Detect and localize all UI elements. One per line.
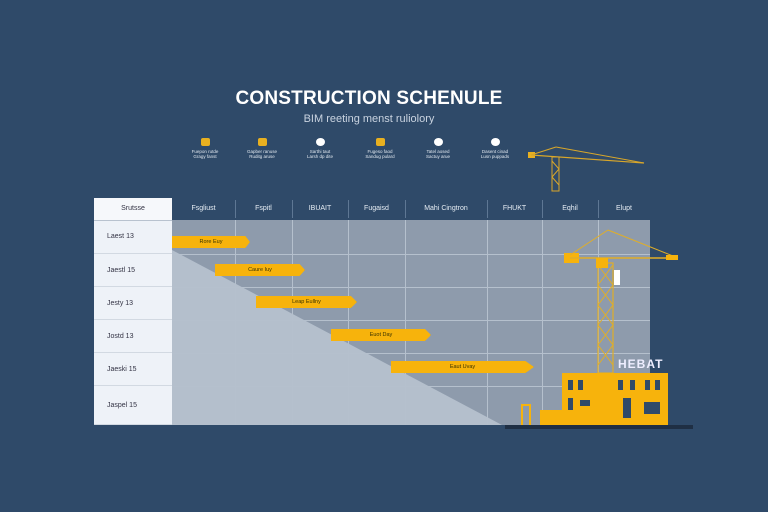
column-header: Eqhil (562, 205, 578, 212)
feature-line2: Lusn puppads (480, 154, 510, 159)
cloud-icon (433, 138, 443, 146)
box-icon (375, 138, 385, 146)
task-bar[interactable]: Leap Eullny (256, 296, 357, 308)
schedule-gantt-table: Rore Euy Caure Iuy Leap Eullny Euot Day Eaut… (94, 198, 650, 425)
feature-item: Fugeso faod Sandug pulard (350, 138, 410, 159)
pin-icon (315, 138, 325, 146)
grid-line (405, 220, 406, 425)
feature-line2: Gragy fanst (193, 154, 217, 159)
feature-line1: Gapber ranuse (246, 149, 278, 154)
column-divider (235, 200, 236, 218)
column-divider (292, 200, 293, 218)
task-bar[interactable]: Eaut Uvay (391, 361, 534, 373)
column-divider (487, 200, 488, 218)
feature-line1: Fuepon rutde (191, 149, 219, 154)
building-sign: HEBAT (618, 357, 664, 371)
crane-small-illustration (528, 146, 645, 192)
crane-building-illustration (505, 229, 693, 429)
row-label: Jaspel 15 (94, 386, 172, 425)
feature-line1: Dasent cinad (481, 149, 509, 154)
grid-line (487, 220, 488, 425)
column-header: Fspitl (255, 205, 272, 212)
row-label: Laest 13 (94, 220, 172, 254)
grid-line (235, 220, 236, 425)
grid-line (172, 254, 650, 255)
column-header: Fugaisd (364, 205, 389, 212)
grid-line (172, 353, 650, 354)
column-divider (405, 200, 406, 218)
corner-header: Srutsse (94, 198, 172, 221)
task-bar[interactable]: Caure Iuy (215, 264, 305, 276)
row-label: Jostd 13 (94, 320, 172, 353)
column-divider (598, 200, 599, 218)
row-label: Jaeski 15 (94, 353, 172, 386)
column-header: Mahi Cingtron (424, 205, 468, 212)
grid-line (172, 287, 650, 288)
feature-line2: Sandug pulard (365, 154, 395, 159)
column-header: Elupt (616, 205, 632, 212)
feature-line2: Sactuy arue (425, 154, 450, 159)
location-icon (490, 138, 500, 146)
column-divider (348, 200, 349, 218)
task-bar[interactable]: Euot Day (331, 329, 431, 341)
feature-line1: Sarthi taut (309, 149, 331, 154)
feature-item: Gapber ranuse Ruditg aruse (232, 138, 292, 159)
feature-item: Tatel aosed Sactuy arue (408, 138, 468, 159)
page-subtitle: BIM reeting menst ruliolory (303, 113, 435, 125)
page-title: CONSTRUCTION SCHENULE (235, 88, 503, 109)
column-header: IBUAIT (308, 205, 332, 212)
task-bar[interactable]: Rore Euy (172, 236, 250, 248)
column-header: FHUKT (502, 205, 527, 212)
feature-line2: Larsh dp dite (306, 154, 334, 159)
column-divider (542, 200, 543, 218)
grid-line (172, 386, 650, 387)
feature-item: Fuepon rutde Gragy fanst (175, 138, 235, 159)
column-header: Fsgliust (191, 205, 216, 212)
row-label-column: Srutsse Laest 13 Jaestl 15 Jesty 13 Jostd 1… (94, 198, 172, 425)
row-label: Jaestl 15 (94, 254, 172, 287)
feature-line1: Tatel aosed (426, 149, 450, 154)
grid-line (292, 220, 293, 425)
factory-icon (200, 138, 210, 146)
feature-item: Dasent cinad Lusn puppads (465, 138, 525, 159)
feature-line1: Fugeso faod (367, 149, 393, 154)
grid-line (542, 220, 543, 425)
gear-icon (257, 138, 267, 146)
grid-line (172, 320, 650, 321)
feature-item: Sarthi taut Larsh dp dite (290, 138, 350, 159)
grid-line (348, 220, 349, 425)
row-label: Jesty 13 (94, 287, 172, 320)
feature-line2: Ruditg aruse (249, 154, 275, 159)
